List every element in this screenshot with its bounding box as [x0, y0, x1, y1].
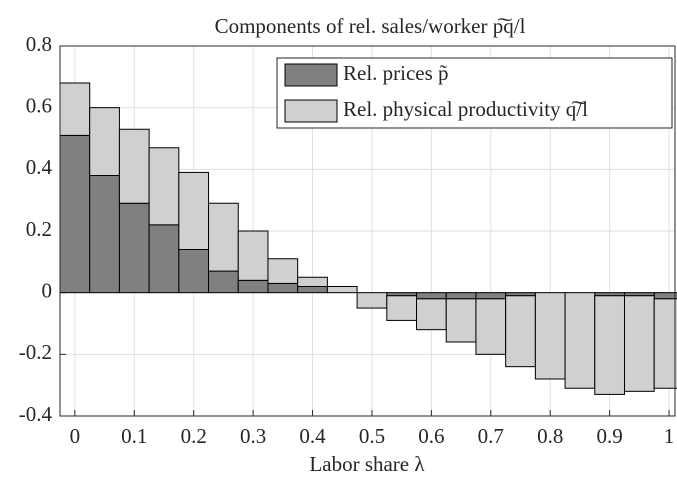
bar	[208, 270, 239, 294]
x-tick-label: 1	[664, 424, 675, 448]
bar	[59, 134, 91, 294]
x-tick-label: 0	[70, 424, 81, 448]
y-tick-label: -0.4	[19, 402, 53, 426]
legend-label: Rel. prices p̃	[343, 61, 449, 85]
x-axis-label: Labor share λ	[309, 452, 425, 476]
bar	[445, 298, 477, 343]
bar	[475, 292, 507, 300]
bar	[267, 282, 299, 294]
bar	[89, 175, 120, 294]
bar	[594, 295, 625, 395]
x-tick-label: 0.2	[181, 424, 207, 448]
bar	[237, 279, 269, 294]
bar	[118, 128, 150, 204]
bar	[475, 298, 507, 355]
bar	[534, 292, 566, 380]
x-tick-label: 0.4	[299, 424, 326, 448]
bar	[59, 82, 91, 136]
y-tick-label: 0.6	[26, 93, 52, 117]
bar	[653, 298, 677, 389]
bar	[297, 286, 328, 294]
x-tick-label: 0.5	[359, 424, 385, 448]
legend-swatch	[284, 63, 338, 87]
bar	[653, 292, 677, 300]
bar	[118, 202, 150, 294]
bar	[356, 292, 388, 309]
bar	[178, 171, 210, 251]
y-tick-label: 0	[42, 278, 53, 302]
bar	[89, 107, 120, 176]
y-tick-label: 0.4	[26, 155, 53, 179]
bar	[505, 295, 536, 368]
bar	[178, 249, 210, 294]
bar	[148, 147, 180, 226]
x-tick-label: 0.1	[121, 424, 147, 448]
legend-label: Rel. physical productivity q͠/l	[343, 97, 588, 121]
x-tick-label: 0.9	[597, 424, 623, 448]
bar	[267, 258, 299, 284]
bar	[237, 230, 269, 281]
legend-swatch	[284, 99, 338, 123]
y-tick-label: 0.2	[26, 217, 52, 241]
axes-box	[59, 45, 676, 417]
bar	[148, 224, 180, 294]
x-tick-label: 0.3	[240, 424, 266, 448]
bar	[326, 286, 358, 294]
legend-box	[276, 57, 673, 129]
x-tick-label: 0.8	[537, 424, 563, 448]
bar	[564, 292, 596, 389]
bar	[208, 202, 239, 272]
x-tick-label: 0.7	[478, 424, 504, 448]
bar	[416, 292, 447, 300]
y-tick-label: 0.8	[26, 32, 52, 56]
bar	[297, 276, 328, 287]
bar	[386, 295, 418, 321]
bar	[416, 298, 447, 331]
chart-title: Components of rel. sales/worker p͠q/l	[215, 14, 526, 38]
y-tick-label: -0.2	[19, 340, 52, 364]
bar	[623, 295, 655, 392]
bar	[445, 292, 477, 300]
x-tick-label: 0.6	[418, 424, 444, 448]
